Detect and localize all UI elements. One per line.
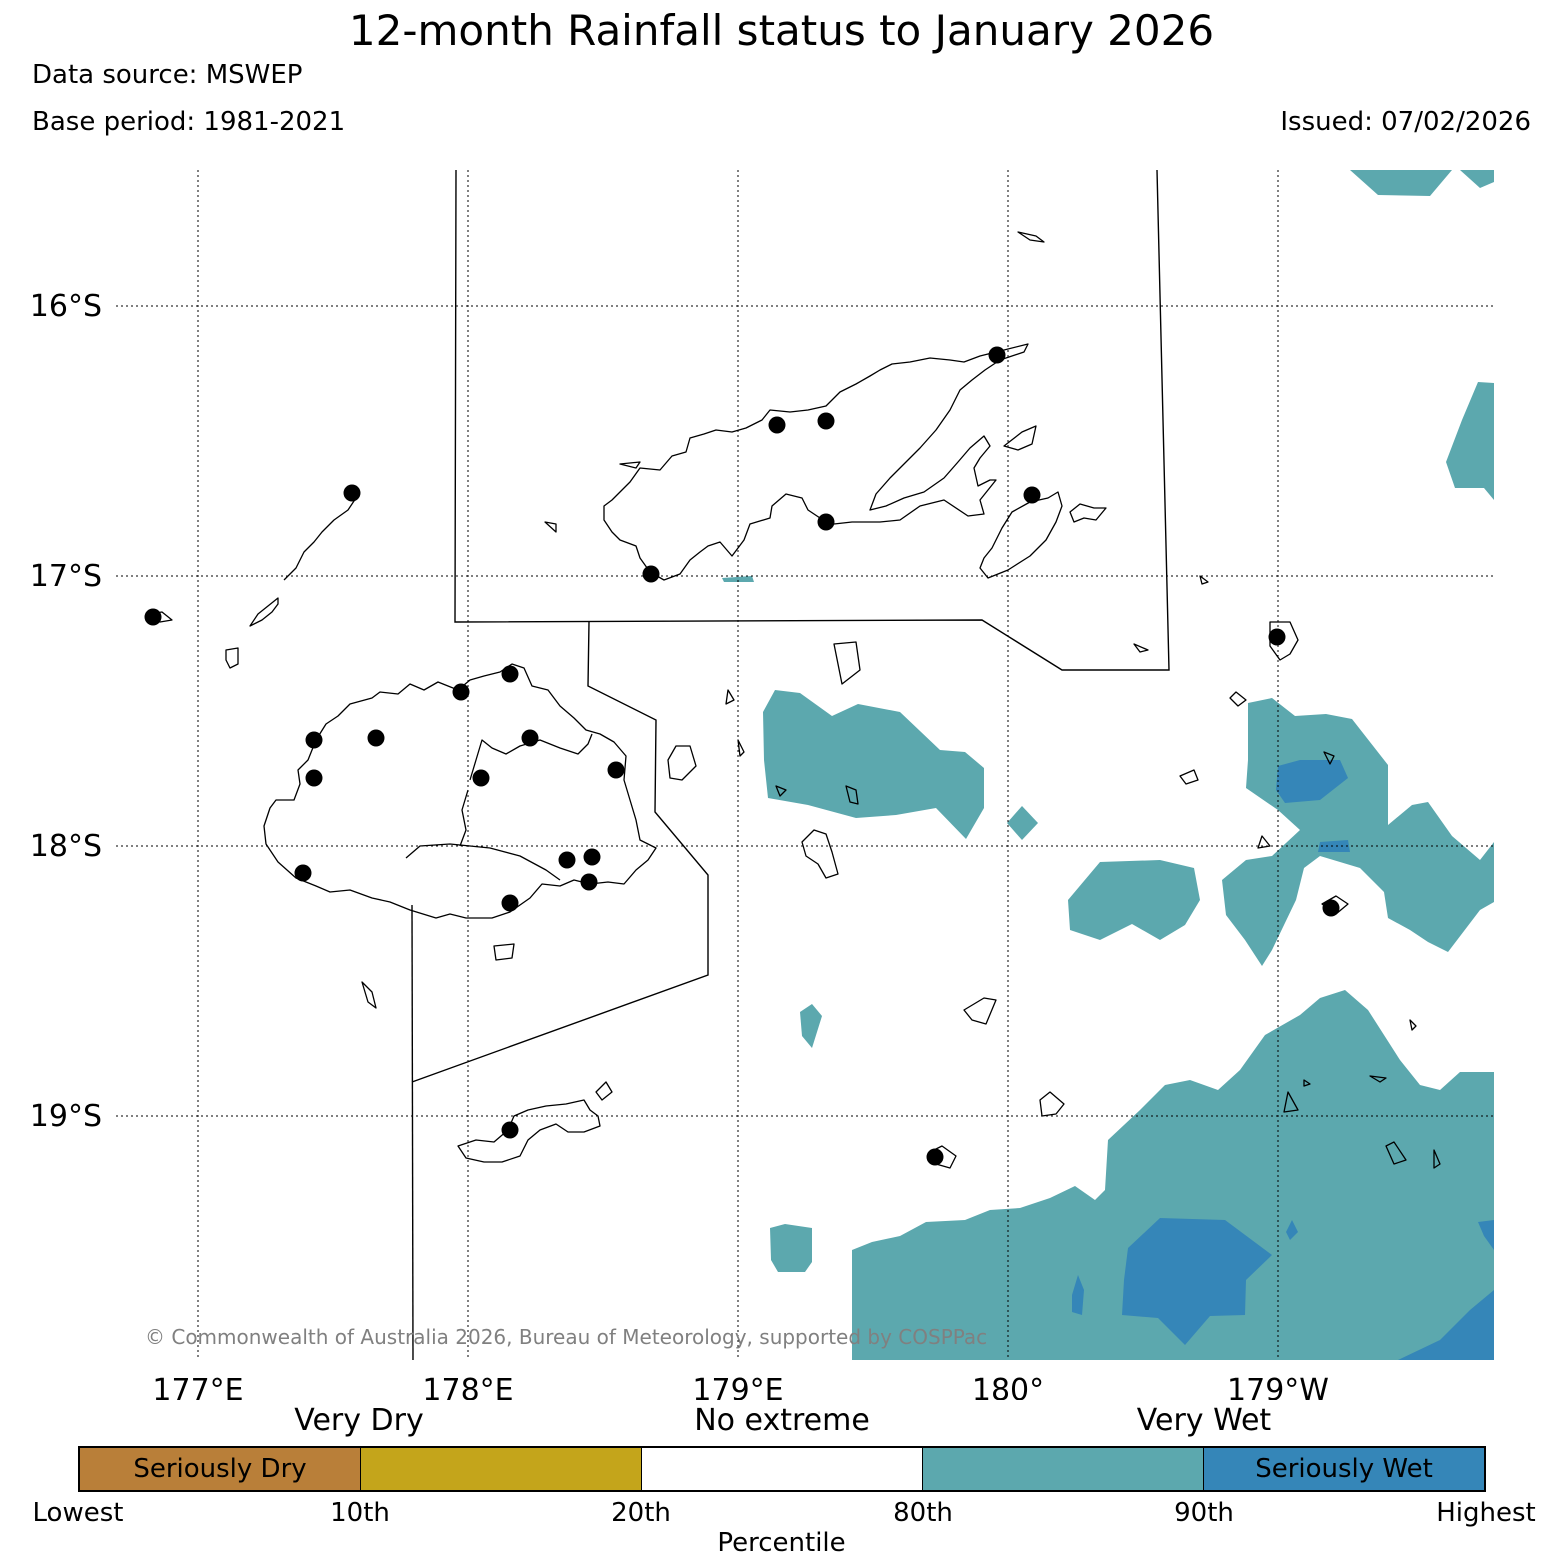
legend-tick-20th: 20th — [611, 1498, 671, 1528]
copyright-notice: © Commonwealth of Australia 2026, Bureau… — [145, 1325, 988, 1349]
coastlines — [147, 231, 1441, 1169]
lat-label-16s: 16°S — [30, 289, 102, 324]
legend-very-wet — [923, 1448, 1204, 1490]
latitude-labels: 16°S 17°S 18°S 19°S — [30, 289, 102, 1134]
viti-levu-island — [263, 663, 657, 919]
data-source-label: Data source: MSWEP — [32, 60, 303, 90]
lon-label-180: 180° — [972, 1373, 1044, 1400]
legend-very-dry — [361, 1448, 642, 1490]
lon-label-177e: 177°E — [152, 1373, 243, 1400]
gridlines — [116, 170, 1494, 1360]
very-wet-patch — [722, 576, 754, 582]
legend-tick-80th: 80th — [893, 1498, 953, 1528]
seriously-wet-regions — [1072, 760, 1494, 1360]
lon-label-178e: 178°E — [422, 1373, 513, 1400]
legend-header-very-dry: Very Dry — [294, 1403, 424, 1438]
taveuni-island — [979, 491, 1063, 579]
legend-seriously-wet: Seriously Wet — [1204, 1448, 1484, 1490]
legend-tick-lowest: Lowest — [32, 1498, 124, 1528]
map-title: 12-month Rainfall status to January 2026 — [348, 6, 1215, 55]
legend-no-extreme — [642, 1448, 923, 1490]
legend-header-very-wet: Very Wet — [1136, 1403, 1272, 1438]
division-boundaries — [411, 169, 1170, 1361]
lat-label-17s: 17°S — [30, 559, 102, 594]
lat-label-18s: 18°S — [30, 829, 102, 864]
issued-date-label: Issued: 07/02/2026 — [1280, 107, 1531, 137]
very-wet-regions — [763, 170, 1494, 1360]
rainfall-map: 16°S 17°S 18°S 19°S 177°E 178°E 179°E 18… — [30, 169, 1494, 1400]
legend-tick-highest: Highest — [1436, 1498, 1536, 1528]
legend-colorbar: Seriously Dry Seriously Wet — [78, 1446, 1486, 1492]
legend-axis-label: Percentile — [717, 1528, 846, 1558]
legend-tick-10th: 10th — [330, 1498, 390, 1528]
vanua-levu-island — [603, 343, 1029, 581]
lon-label-179w: 179°W — [1227, 1373, 1329, 1400]
legend-seriously-dry: Seriously Dry — [80, 1448, 361, 1490]
kadavu-island — [457, 1099, 601, 1163]
longitude-labels: 177°E 178°E 179°E 180° 179°W — [152, 1373, 1329, 1400]
lon-label-179e: 179°E — [692, 1373, 783, 1400]
lat-label-19s: 19°S — [30, 1099, 102, 1134]
legend-header-no-extreme: No extreme — [694, 1403, 870, 1438]
legend-tick-90th: 90th — [1174, 1498, 1234, 1528]
base-period-label: Base period: 1981-2021 — [32, 107, 346, 137]
station-markers — [144, 346, 1340, 1166]
